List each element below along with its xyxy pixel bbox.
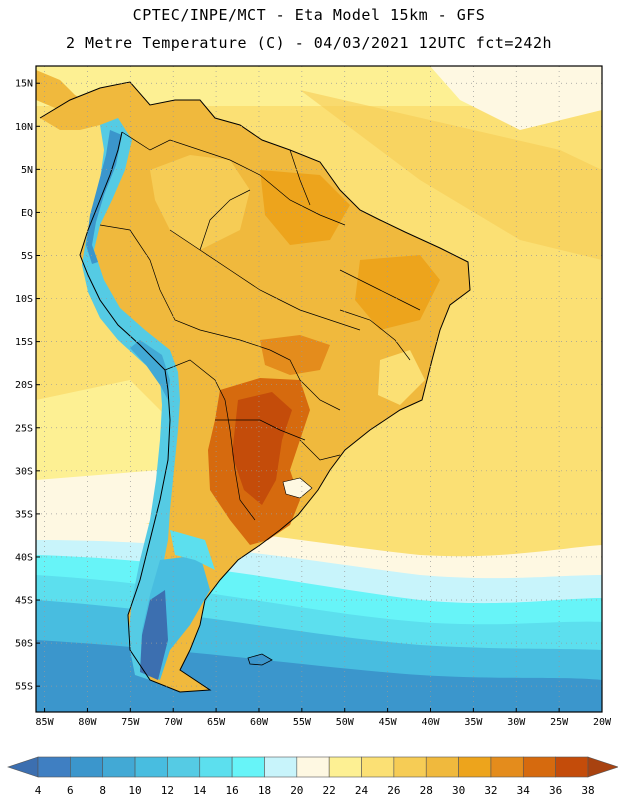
colorbar-label: 36	[549, 784, 562, 797]
lat-label: 45S	[15, 596, 33, 607]
lon-label: 35W	[464, 717, 483, 728]
lat-label: 50S	[15, 639, 33, 650]
colorbar-label: 20	[290, 784, 303, 797]
colorbar-swatch	[458, 756, 492, 778]
colorbar-swatch	[37, 756, 71, 778]
lat-label: 15N	[15, 79, 33, 90]
colorbar-swatch	[393, 756, 427, 778]
southern-andes-cold	[140, 590, 168, 680]
colorbar-label: 8	[99, 784, 106, 797]
lat-label: 10N	[15, 122, 33, 133]
lon-label: 80W	[78, 717, 97, 728]
lon-label: 50W	[336, 717, 355, 728]
lagoon	[282, 477, 313, 499]
colorbar-swatch	[70, 756, 104, 778]
lat-label: 35S	[15, 509, 33, 520]
colorbar-swatch	[555, 756, 589, 778]
lat-label: EQ	[21, 208, 33, 219]
andes-cold-strip	[82, 118, 180, 680]
latitude-labels: 15N 10N 5N EQ 5S 10S 15S 20S 25S 30S 35S 40S 45S 50S 5…	[15, 79, 40, 693]
lon-label: 55W	[293, 717, 312, 728]
lon-label: 30W	[507, 717, 526, 728]
colorbar-label: 28	[420, 784, 433, 797]
colorbar-label: 6	[67, 784, 74, 797]
colorbar-swatch	[134, 756, 168, 778]
central-america	[36, 70, 100, 118]
colorbar-swatch	[425, 756, 459, 778]
lon-label: 70W	[164, 717, 183, 728]
lat-label: 30S	[15, 466, 33, 477]
lon-label: 20W	[593, 717, 612, 728]
colorbar-label: 22	[323, 784, 336, 797]
colorbar-swatch	[328, 756, 362, 778]
longitude-labels: 85W 80W 75W 70W 65W 60W 55W 50W 45W 40W 35W 30W 25W 2…	[36, 708, 612, 728]
colorbar-swatch	[264, 756, 298, 778]
colorbar-label: 18	[258, 784, 271, 797]
colorbar-swatch	[231, 756, 265, 778]
lat-label: 55S	[15, 682, 33, 693]
colorbar-label: 32	[484, 784, 497, 797]
lon-label: 40W	[421, 717, 440, 728]
colorbar-label: 16	[225, 784, 238, 797]
lon-label: 45W	[379, 717, 398, 728]
lat-label: 15S	[15, 337, 33, 348]
map-field	[36, 66, 602, 712]
warm-patch-mato-grosso	[260, 335, 330, 375]
colorbar-label: 10	[128, 784, 141, 797]
colorbar-label: 38	[581, 784, 594, 797]
andes-north-cold	[86, 130, 122, 264]
lat-label: 40S	[15, 552, 33, 563]
lat-label: 5S	[21, 251, 33, 262]
lon-label: 65W	[207, 717, 226, 728]
northeast-warm	[355, 255, 440, 330]
map-subtitle: 2 Metre Temperature (C) - 04/03/2021 12U…	[65, 34, 553, 52]
colorbar-label: 12	[161, 784, 174, 797]
colorbar-label: 34	[517, 784, 531, 797]
lon-label: 85W	[36, 717, 55, 728]
southeast-mild	[378, 350, 425, 405]
colorbar-swatch	[490, 756, 524, 778]
colorbar-label: 30	[452, 784, 465, 797]
lon-label: 60W	[250, 717, 269, 728]
colorbar-swatch	[199, 756, 233, 778]
colorbar: 4 6 8 10 12 14 16 18 20 22 24 26 28 30 32 34 36 38	[7, 756, 618, 797]
lat-label: 5N	[21, 165, 33, 176]
colorbar-under-arrow	[7, 756, 39, 778]
falkland-islands	[247, 653, 273, 666]
colorbar-label: 26	[387, 784, 400, 797]
map-title: CPTEC/INPE/MCT - Eta Model 15km - GFS	[132, 6, 486, 24]
ocean-warm-patch	[300, 90, 602, 260]
colorbar-swatch	[167, 756, 201, 778]
andes-central-cold	[130, 340, 170, 400]
lat-label: 10S	[15, 294, 33, 305]
colorbar-label: 24	[355, 784, 369, 797]
colorbar-swatch	[296, 756, 330, 778]
country-borders	[99, 131, 421, 521]
map-frame	[35, 65, 603, 713]
amazon-west	[150, 155, 250, 250]
colorbar-swatch	[361, 756, 395, 778]
colorbar-label: 14	[193, 784, 207, 797]
lon-label: 75W	[121, 717, 140, 728]
coastline	[39, 81, 471, 693]
lat-label: 25S	[15, 423, 33, 434]
lat-label: 20S	[15, 380, 33, 391]
lon-label: 25W	[550, 717, 569, 728]
colorbar-over-arrow	[587, 756, 618, 778]
patagonia-north	[170, 530, 215, 570]
colorbar-swatch	[102, 756, 136, 778]
colorbar-label: 4	[35, 784, 42, 797]
colorbar-swatch	[522, 756, 556, 778]
